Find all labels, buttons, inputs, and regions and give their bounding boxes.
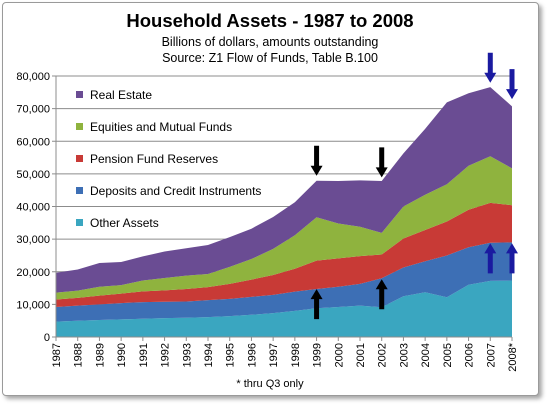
legend-label: Real Estate [90,88,152,102]
legend-swatch [76,155,83,162]
x-tick-label: 1987 [51,343,63,367]
y-tick-label: 40,000 [16,202,50,214]
arrow-down-annotation [484,52,497,83]
x-tick-label: 1997 [268,343,280,367]
arrow-down-annotation [375,147,388,178]
x-tick-label: 1989 [94,343,106,367]
chart-subtitle-line-1: Billions of dollars, amounts outstanding [162,35,379,49]
arrow-up-annotation [506,243,518,274]
legend-label: Other Assets [90,216,159,230]
x-tick-label: 1998 [290,343,302,367]
area-equities-and-mutual-funds [56,156,512,300]
x-tick-label: 1999 [312,343,324,367]
legend-swatch [76,123,83,130]
axes: 0 10,000 20,000 30,000 40,000 50,000 60,000 70,… [16,71,519,372]
chart-title: Household Assets - 1987 to 2008 [126,10,413,31]
x-tick-label: 1990 [116,343,128,367]
y-tick-label: 60,000 [16,136,50,148]
area-real-estate [56,87,512,293]
legend-swatch [76,91,83,98]
chart-footnote: * thru Q3 only [236,378,304,390]
x-tick-label: 2000 [333,343,345,367]
arrow-up-annotation [375,279,388,310]
annotation-arrows [310,52,518,320]
arrow-down-annotation [506,69,518,100]
area-other-assets [56,280,512,337]
legend-label: Pension Fund Reserves [90,152,218,166]
y-tick-label: 0 [44,332,50,344]
x-tick-label: 2007 [485,343,497,367]
arrow-down-annotation [310,145,323,176]
x-tick-label: 2005 [442,343,454,367]
x-tick-label: 1991 [138,343,150,367]
legend-swatch [76,187,83,194]
y-tick-label: 20,000 [16,267,50,279]
legend-label: Equities and Mutual Funds [90,120,232,134]
x-tick-label: 1994 [203,343,215,367]
y-tick-label: 80,000 [16,71,50,83]
x-tick-label: 2006 [464,343,476,367]
arrow-up-annotation [310,289,323,320]
area-pension-fund-reserves [56,202,512,307]
legend-label: Deposits and Credit Instruments [90,184,261,198]
stacked-areas [56,87,512,337]
x-tick-label: 1993 [181,343,193,367]
x-tick-label: 2003 [398,343,410,367]
y-tick-label: 30,000 [16,234,50,246]
area-deposits-and-credit-instruments [56,242,512,322]
x-tick-label: 1992 [160,343,172,367]
chart-subtitle-line-2: Source: Z1 Flow of Funds, Table B.100 [162,51,378,65]
x-tick-label: 2008* [507,342,519,371]
y-tick-label: 70,000 [16,104,50,116]
y-tick-label: 50,000 [16,169,50,181]
x-tick-label: 2004 [420,343,432,367]
y-tick-label: 10,000 [16,299,50,311]
x-tick-label: 2001 [355,343,367,367]
arrow-up-annotation [484,243,497,274]
x-tick-label: 1995 [225,343,237,367]
x-tick-label: 1996 [246,343,258,367]
legend-swatch [76,219,83,226]
x-tick-label: 2002 [377,343,389,367]
legend: Real Estate Equities and Mutual Funds Pens… [76,88,261,230]
x-tick-label: 1988 [73,343,85,367]
